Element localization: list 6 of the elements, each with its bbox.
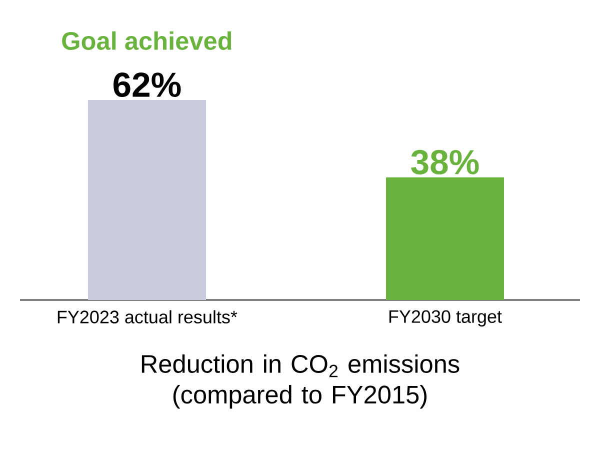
x-tick-label: FY2023 actual results*: [58, 310, 238, 324]
annotation: Goal achieved: [62, 31, 232, 50]
x-axis-title: Reduction in CO$_{2}$ emissions (compared to FY2015): [142, 354, 460, 409]
data-label: 38%: [411, 150, 479, 174]
x-tick-label: FY2030 target: [389, 310, 502, 327]
data-label: 62%: [114, 72, 181, 98]
